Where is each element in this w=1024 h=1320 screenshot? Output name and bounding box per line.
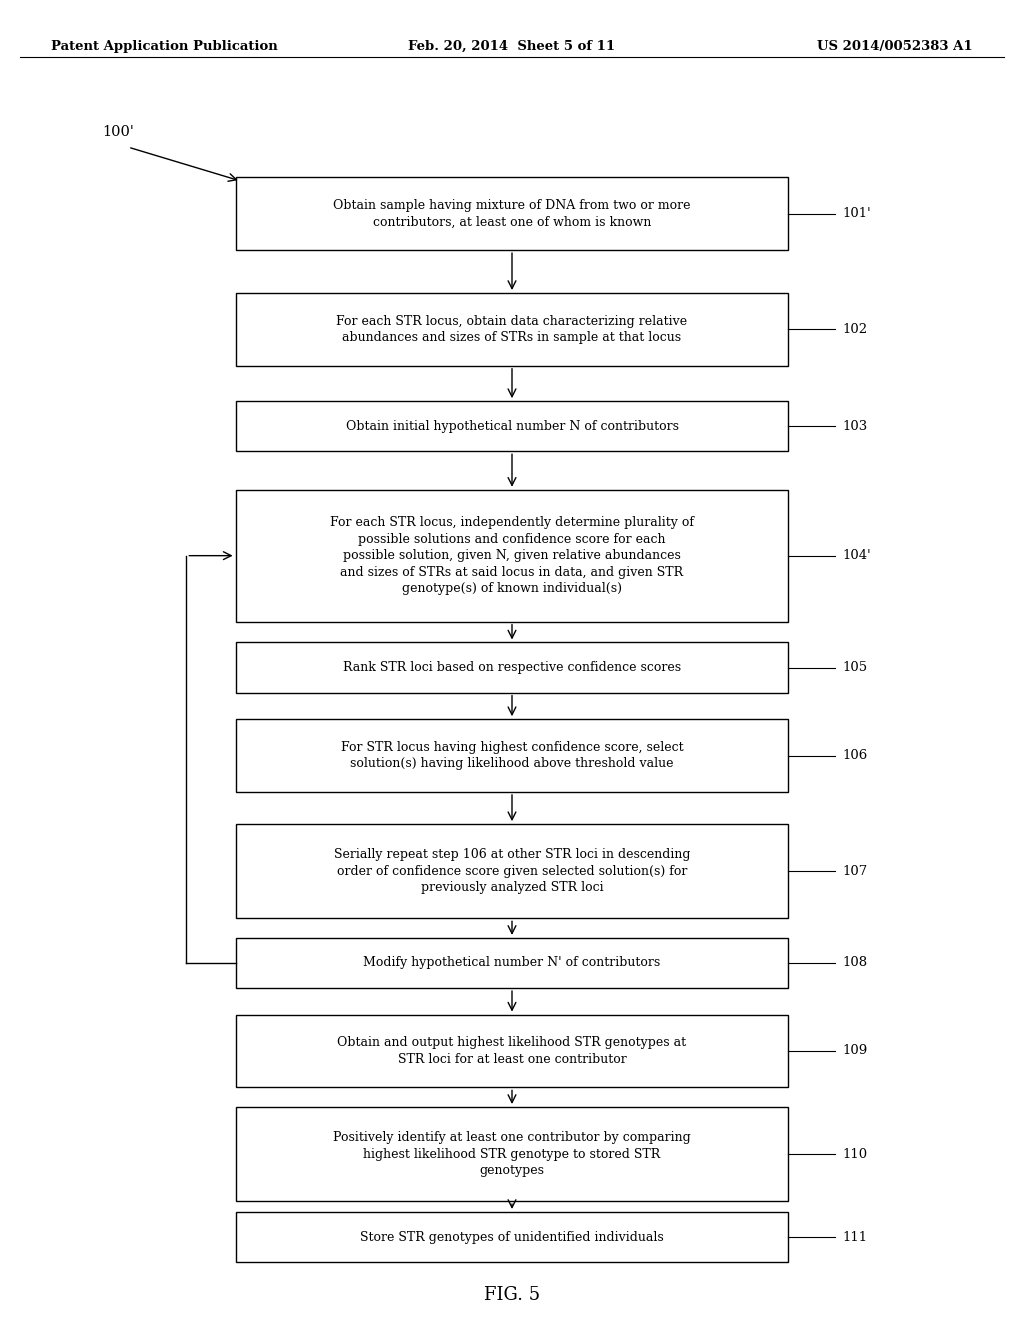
- Text: FIG. 5: FIG. 5: [484, 1286, 540, 1304]
- Bar: [236, 937, 788, 989]
- Bar: [236, 401, 788, 451]
- Bar: [236, 824, 788, 919]
- Bar: [236, 643, 788, 693]
- Text: 104': 104': [843, 549, 871, 562]
- Text: For each STR locus, obtain data characterizing relative
abundances and sizes of : For each STR locus, obtain data characte…: [337, 314, 687, 345]
- Text: Rank STR loci based on respective confidence scores: Rank STR loci based on respective confid…: [343, 661, 681, 675]
- Text: US 2014/0052383 A1: US 2014/0052383 A1: [817, 40, 973, 53]
- Text: Obtain sample having mixture of DNA from two or more
contributors, at least one : Obtain sample having mixture of DNA from…: [333, 199, 691, 228]
- Text: Obtain and output highest likelihood STR genotypes at
STR loci for at least one : Obtain and output highest likelihood STR…: [338, 1036, 686, 1065]
- Bar: [236, 490, 788, 622]
- Text: 106: 106: [843, 748, 868, 762]
- Text: For STR locus having highest confidence score, select
solution(s) having likelih: For STR locus having highest confidence …: [341, 741, 683, 771]
- Bar: [236, 1212, 788, 1262]
- Text: 100': 100': [101, 125, 134, 139]
- Text: 109: 109: [843, 1044, 868, 1057]
- Bar: [236, 293, 788, 366]
- Text: 105: 105: [843, 661, 868, 675]
- Text: Obtain initial hypothetical number N of contributors: Obtain initial hypothetical number N of …: [345, 420, 679, 433]
- Bar: [236, 1107, 788, 1201]
- Text: 110: 110: [843, 1147, 868, 1160]
- Text: 111: 111: [843, 1230, 868, 1243]
- Text: Patent Application Publication: Patent Application Publication: [51, 40, 278, 53]
- Text: 103: 103: [843, 420, 868, 433]
- Text: 107: 107: [843, 865, 868, 878]
- Bar: [236, 719, 788, 792]
- Text: Store STR genotypes of unidentified individuals: Store STR genotypes of unidentified indi…: [360, 1230, 664, 1243]
- Bar: [236, 1015, 788, 1088]
- Text: Modify hypothetical number N' of contributors: Modify hypothetical number N' of contrib…: [364, 957, 660, 969]
- Text: 108: 108: [843, 957, 868, 969]
- Text: Feb. 20, 2014  Sheet 5 of 11: Feb. 20, 2014 Sheet 5 of 11: [409, 40, 615, 53]
- Text: Serially repeat step 106 at other STR loci in descending
order of confidence sco: Serially repeat step 106 at other STR lo…: [334, 849, 690, 894]
- Text: Positively identify at least one contributor by comparing
highest likelihood STR: Positively identify at least one contrib…: [333, 1131, 691, 1177]
- Text: 101': 101': [843, 207, 871, 220]
- Text: For each STR locus, independently determine plurality of
possible solutions and : For each STR locus, independently determ…: [330, 516, 694, 595]
- Bar: [236, 177, 788, 251]
- Text: 102: 102: [843, 323, 868, 335]
